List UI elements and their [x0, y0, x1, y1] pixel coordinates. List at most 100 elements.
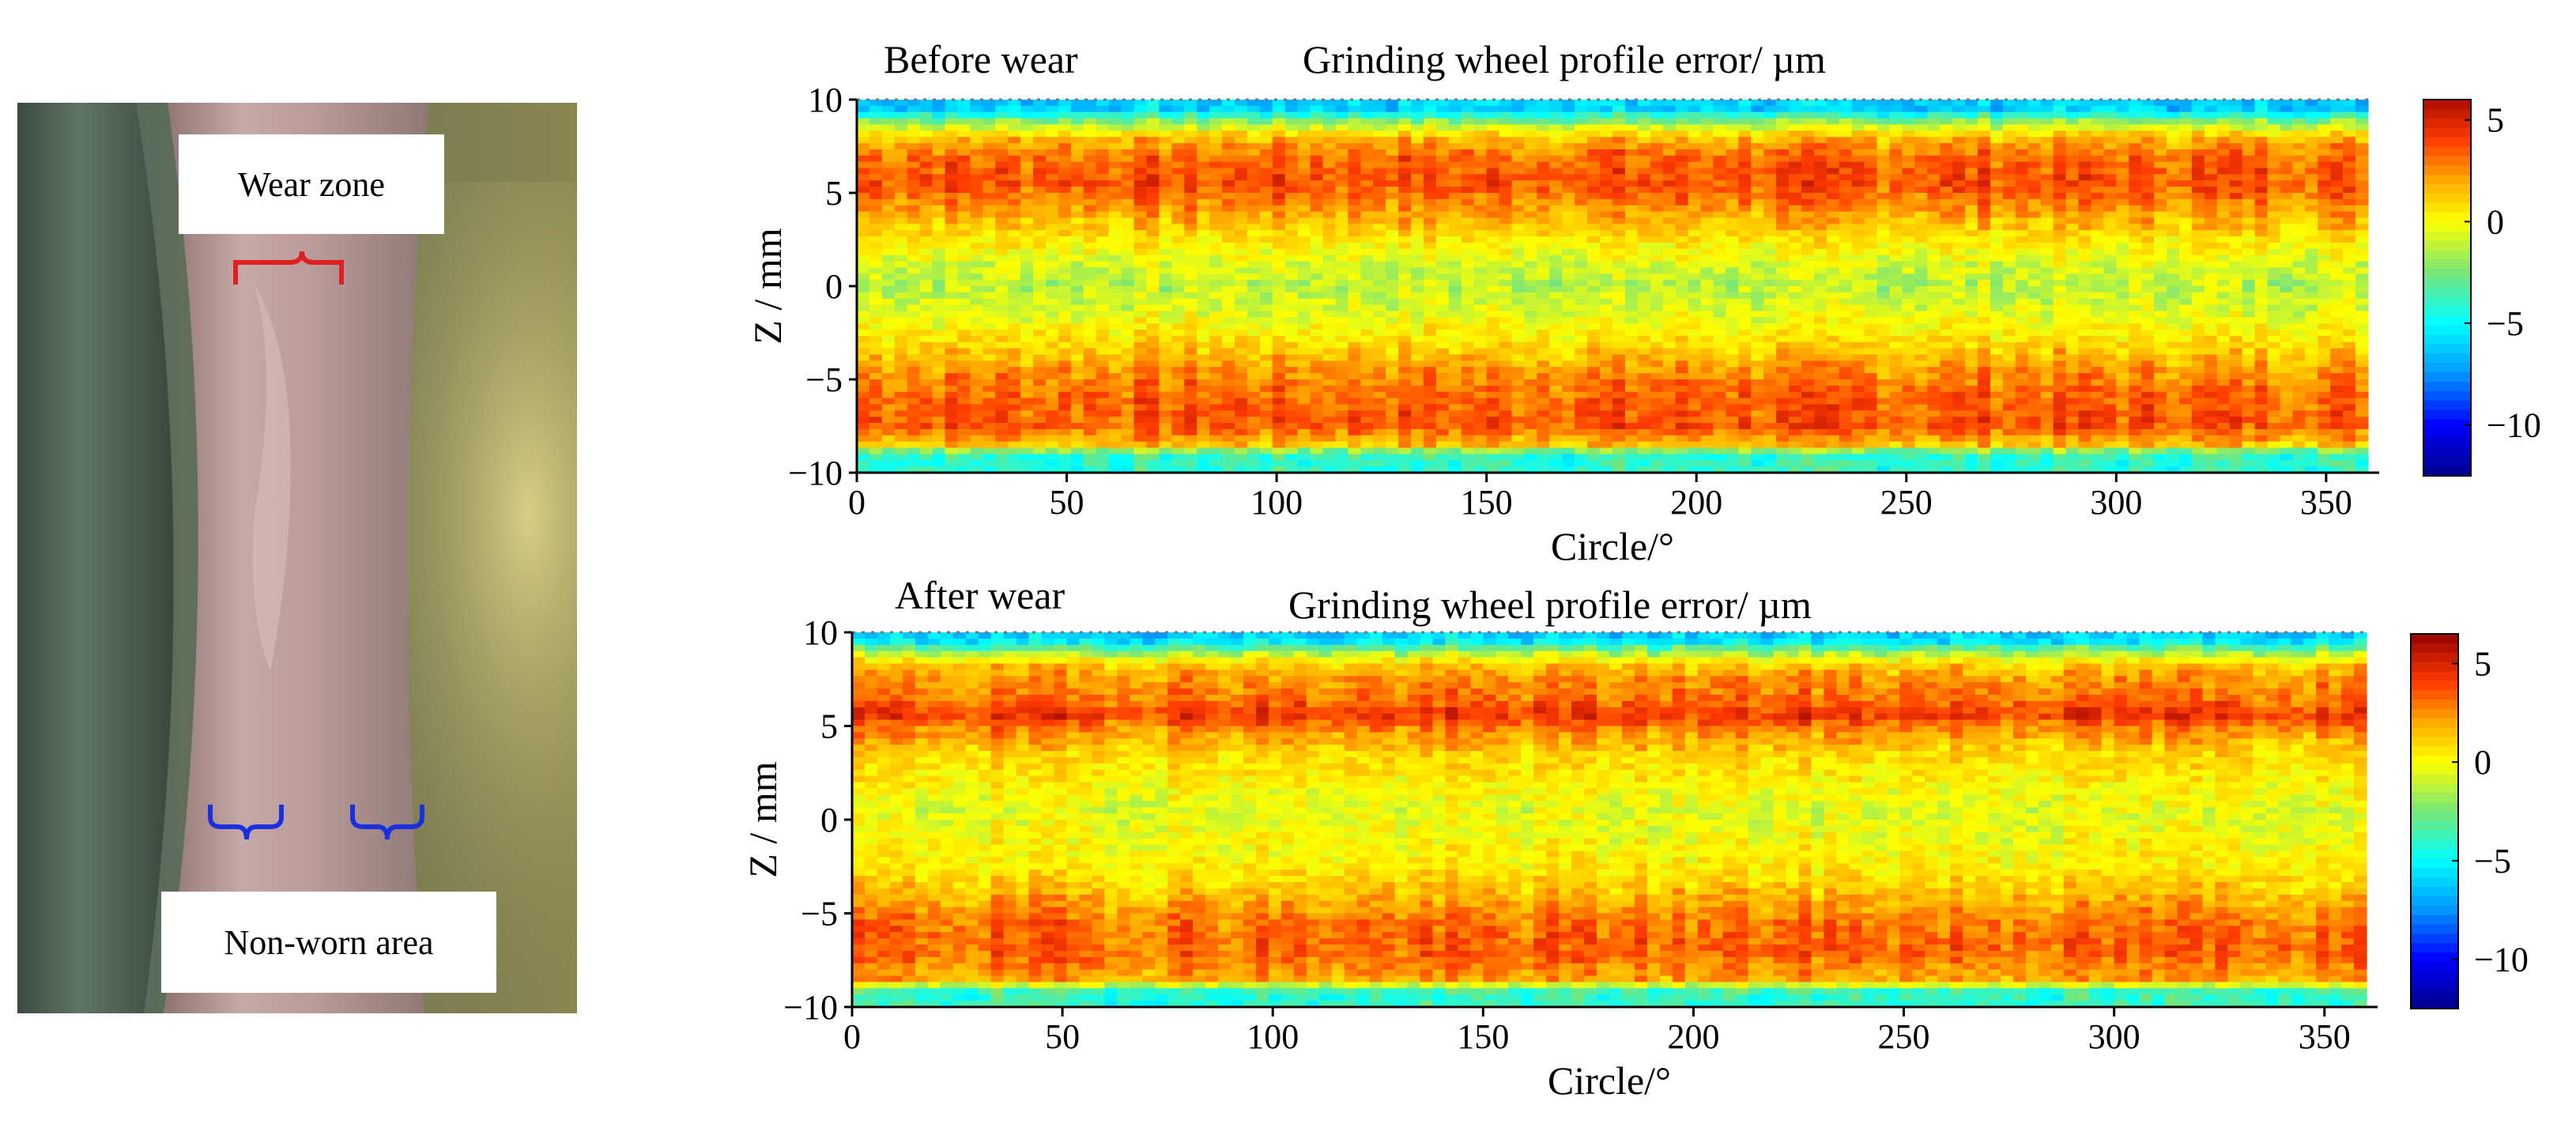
- heatmap-cell: [1259, 273, 1273, 281]
- heatmap-cell: [1133, 111, 1148, 119]
- heatmap-cell: [1070, 224, 1084, 231]
- heatmap-cell: [1058, 261, 1072, 268]
- heatmap-cell: [1600, 280, 1613, 287]
- heatmap-cell: [1751, 242, 1764, 250]
- heatmap-cell: [2216, 236, 2231, 243]
- heatmap-cell: [1688, 124, 1702, 131]
- heatmap-cell: [1247, 311, 1261, 318]
- heatmap-cell: [2254, 311, 2269, 318]
- heatmap-cell: [1776, 261, 1790, 268]
- heatmap-cell: [1360, 330, 1374, 337]
- heatmap-cell: [1751, 168, 1764, 175]
- heatmap-cell: [1499, 230, 1513, 237]
- heatmap-cell: [1083, 105, 1097, 113]
- heatmap-cell: [1675, 280, 1689, 287]
- heatmap-cell: [2129, 130, 2142, 138]
- heatmap-cell: [1600, 174, 1613, 181]
- heatmap-cell: [1373, 292, 1386, 300]
- heatmap-cell: [1461, 323, 1475, 330]
- heatmap-cell: [2167, 217, 2180, 224]
- heatmap-cell: [2229, 236, 2243, 243]
- heatmap-cell: [1461, 280, 1475, 287]
- heatmap-cell: [1424, 100, 1437, 107]
- heatmap-cell: [2242, 118, 2256, 126]
- heatmap-cell: [1801, 230, 1815, 237]
- heatmap-cell: [1662, 168, 1676, 175]
- heatmap-cell: [1499, 267, 1513, 274]
- heatmap-cell: [2292, 261, 2306, 268]
- heatmap-cell: [2254, 100, 2269, 107]
- heatmap-cell: [1486, 118, 1500, 126]
- heatmap-cell: [1386, 155, 1399, 163]
- heatmap-cell: [1763, 100, 1777, 107]
- heatmap-cell: [1537, 341, 1550, 349]
- heatmap-cell: [2191, 124, 2205, 131]
- heatmap-cell: [1537, 292, 1550, 300]
- heatmap-cell: [2343, 130, 2356, 138]
- heatmap-cell: [1297, 193, 1311, 200]
- heatmap-cell: [2292, 149, 2306, 157]
- heatmap-cell: [1398, 130, 1412, 138]
- heatmap-cell: [2318, 193, 2331, 200]
- heatmap-cell: [1839, 261, 1853, 268]
- heatmap-cell: [932, 211, 946, 219]
- heatmap-cell: [1171, 236, 1185, 243]
- heatmap-cell: [1688, 230, 1702, 237]
- heatmap-cell: [1398, 311, 1412, 318]
- heatmap-cell: [1927, 242, 1940, 250]
- heatmap-cell: [1121, 348, 1135, 356]
- heatmap-cell: [1008, 330, 1021, 337]
- heatmap-cell: [1801, 341, 1815, 349]
- heatmap-cell: [1675, 311, 1689, 318]
- heatmap-cell: [2292, 280, 2306, 287]
- heatmap-cell: [2179, 105, 2193, 113]
- heatmap-cell: [1411, 100, 1424, 107]
- heatmap-cell: [2040, 187, 2054, 194]
- heatmap-cell: [1902, 193, 1915, 200]
- heatmap-cell: [907, 137, 921, 144]
- heatmap-cell: [2091, 137, 2104, 144]
- heatmap-cell: [2154, 211, 2167, 219]
- heatmap-cell: [983, 273, 996, 281]
- heatmap-cell: [2191, 205, 2205, 213]
- heatmap-cell: [1133, 242, 1148, 250]
- heatmap-cell: [957, 311, 971, 318]
- heatmap-cell: [2318, 255, 2331, 262]
- heatmap-cell: [2330, 286, 2344, 293]
- heatmap-cell: [1965, 317, 1978, 324]
- heatmap-cell: [1335, 205, 1348, 213]
- heatmap-cell: [1033, 168, 1047, 175]
- heatmap-cell: [2002, 161, 2016, 169]
- heatmap-cell: [1197, 124, 1210, 131]
- heatmap-cell: [945, 304, 959, 312]
- heatmap-cell: [1624, 100, 1639, 107]
- heatmap-cell: [983, 198, 996, 206]
- heatmap-cell: [894, 230, 908, 237]
- heatmap-cell: [1650, 317, 1664, 324]
- heatmap-cell: [919, 205, 933, 213]
- heatmap-cell: [1159, 341, 1172, 349]
- heatmap-cell: [1789, 341, 1802, 349]
- heatmap-cell: [1424, 224, 1437, 231]
- heatmap-cell: [1058, 193, 1072, 200]
- heatmap-cell: [2116, 292, 2129, 300]
- heatmap-cell: [1978, 255, 1991, 262]
- heatmap-cell: [1713, 348, 1726, 356]
- heatmap-cell: [1272, 187, 1286, 194]
- heatmap-cell: [2154, 155, 2167, 163]
- heatmap-cell: [2267, 286, 2281, 293]
- heatmap-cell: [1424, 111, 1437, 119]
- heatmap-cell: [1310, 224, 1324, 231]
- heatmap-cell: [970, 193, 983, 200]
- heatmap-cell: [2216, 118, 2231, 126]
- heatmap-cell: [1738, 174, 1752, 181]
- heatmap-cell: [932, 273, 946, 281]
- heatmap-cell: [2254, 174, 2269, 181]
- heatmap-cell: [1965, 330, 1978, 337]
- heatmap-cell: [1801, 168, 1815, 175]
- heatmap-cell: [1662, 187, 1676, 194]
- heatmap-cell: [2280, 130, 2293, 138]
- heatmap-cell: [2129, 149, 2142, 157]
- heatmap-cell: [1738, 348, 1752, 356]
- heatmap-cell: [2053, 267, 2067, 274]
